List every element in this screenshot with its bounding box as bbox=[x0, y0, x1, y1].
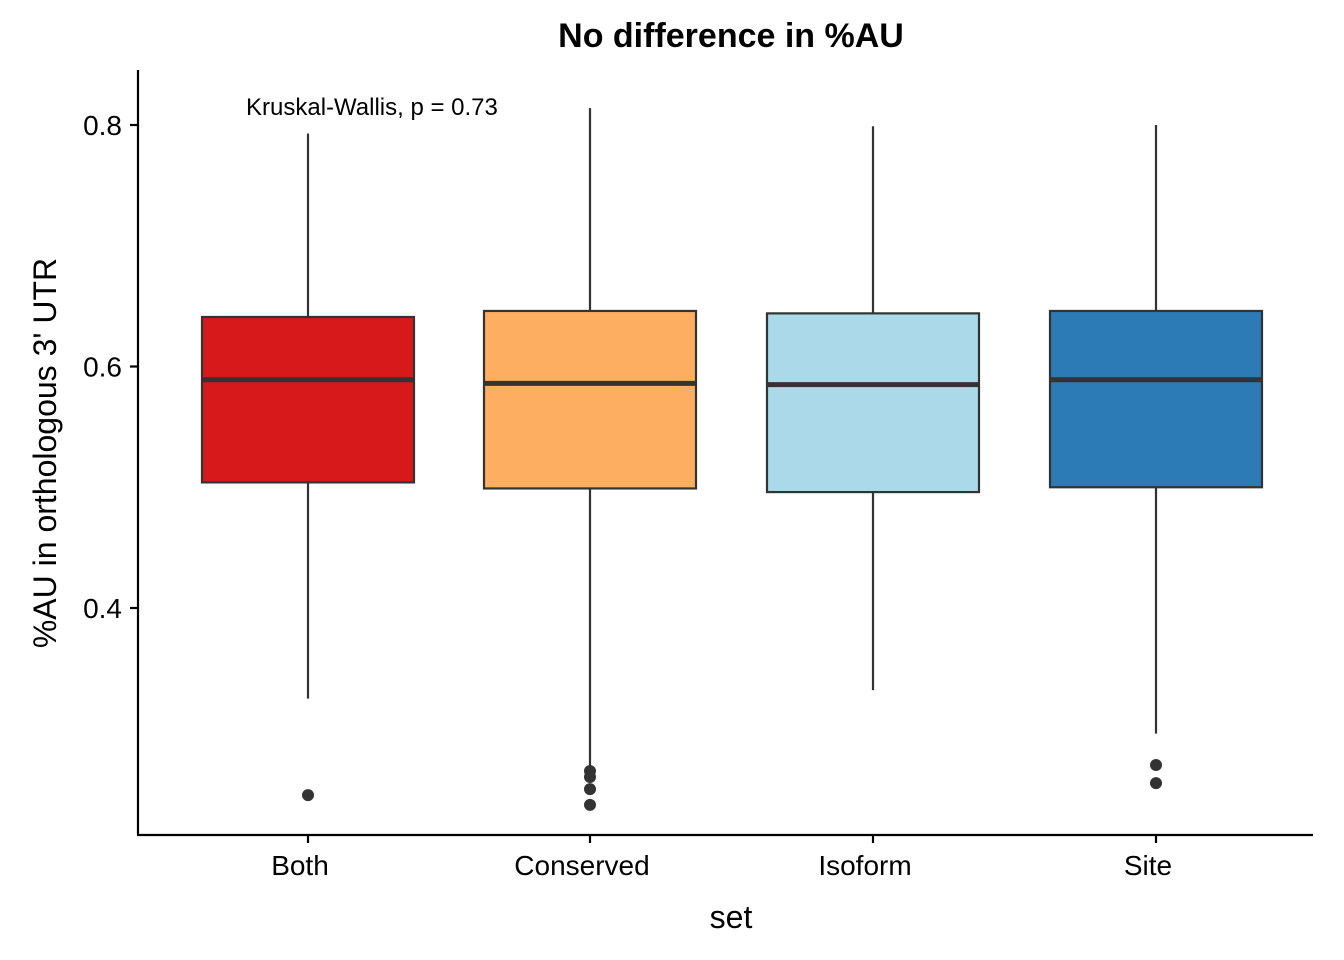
x-tick-label: Isoform bbox=[818, 850, 911, 881]
outlier-point bbox=[1150, 777, 1162, 789]
outlier-point bbox=[1150, 759, 1162, 771]
iqr-box bbox=[767, 313, 979, 492]
box-both bbox=[202, 133, 414, 801]
outlier-point bbox=[584, 799, 596, 811]
iqr-box bbox=[1050, 311, 1262, 487]
y-tick-label: 0.4 bbox=[83, 593, 122, 624]
box-conserved bbox=[484, 108, 696, 811]
x-tick-label: Site bbox=[1124, 850, 1172, 881]
x-axis-title: set bbox=[710, 899, 753, 935]
y-axis-ticks: 0.4 0.6 0.8 bbox=[83, 110, 138, 624]
y-tick-label: 0.8 bbox=[83, 110, 122, 141]
x-axis-ticks: Both Conserved Isoform Site bbox=[271, 835, 1172, 881]
chart-title: No difference in %AU bbox=[558, 17, 904, 55]
box-isoform bbox=[767, 126, 979, 690]
iqr-box bbox=[484, 311, 696, 489]
outlier-point bbox=[584, 783, 596, 795]
outlier-point bbox=[584, 771, 596, 783]
x-tick-label: Both bbox=[271, 850, 329, 881]
x-tick-label: Conserved bbox=[514, 850, 649, 881]
iqr-box bbox=[202, 317, 414, 482]
outlier-point bbox=[302, 789, 314, 801]
y-axis-title: %AU in orthologous 3' UTR bbox=[27, 258, 63, 648]
kruskal-wallis-annotation: Kruskal-Wallis, p = 0.73 bbox=[246, 94, 498, 121]
y-tick-label: 0.6 bbox=[83, 352, 122, 383]
boxes-layer bbox=[202, 108, 1262, 811]
box-site bbox=[1050, 125, 1262, 789]
